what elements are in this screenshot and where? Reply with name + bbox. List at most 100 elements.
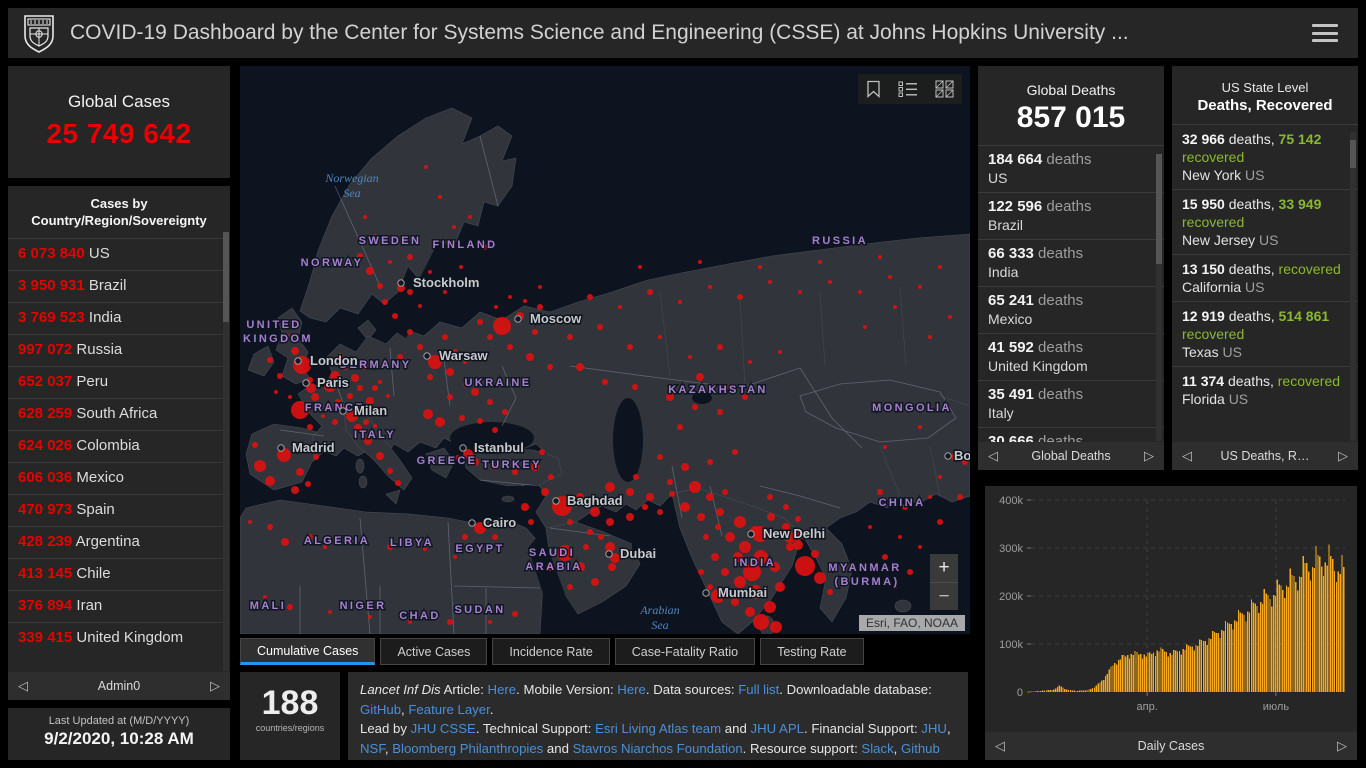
case-bubble[interactable] [657,509,663,515]
case-bubble[interactable] [363,419,369,425]
case-bubble[interactable] [427,374,433,380]
case-bubble[interactable] [477,319,483,325]
case-bubble[interactable] [468,215,472,219]
case-bubble[interactable] [548,474,554,480]
case-bubble[interactable] [348,540,352,544]
us-scrollbar[interactable] [1350,132,1356,441]
case-bubble[interactable] [775,582,785,592]
case-bubble[interactable] [263,595,267,599]
case-bubble[interactable] [539,449,545,455]
case-bubble[interactable] [508,295,512,299]
case-bubble[interactable] [818,260,822,264]
death-row[interactable]: 41 592 deaths United Kingdom [978,333,1164,380]
case-bubble[interactable] [957,494,963,500]
case-bubble[interactable] [711,589,725,603]
case-bubble[interactable] [487,334,493,340]
tab-active-cases[interactable]: Active Cases [380,638,488,665]
info-link[interactable]: Full list [738,682,780,697]
case-bubble[interactable] [814,572,826,584]
death-row[interactable]: 66 333 deaths India [978,239,1164,286]
case-bubble[interactable] [858,290,862,294]
case-bubble[interactable] [658,335,662,339]
case-bubble[interactable] [647,289,653,295]
zoom-in-button[interactable]: + [938,557,950,578]
case-bubble[interactable] [689,481,701,493]
case-bubble[interactable] [459,265,463,269]
us-scrollbar-thumb[interactable] [1350,140,1356,168]
case-bubble[interactable] [492,534,498,540]
case-bubble[interactable] [753,614,769,630]
case-bubble[interactable] [893,305,897,309]
case-bubble[interactable] [677,424,683,430]
case-country-row[interactable]: 339 415 United Kingdom [8,622,230,654]
case-bubble[interactable] [538,285,542,289]
case-bubble[interactable] [938,265,942,269]
death-row[interactable]: 122 596 deaths Brazil [978,192,1164,239]
case-bubble[interactable] [395,480,401,486]
case-bubble[interactable] [598,534,604,540]
case-bubble[interactable] [918,425,922,429]
case-bubble[interactable] [625,549,631,555]
case-bubble[interactable] [407,289,413,295]
case-bubble[interactable] [811,550,819,558]
case-bubble[interactable] [492,427,498,433]
case-bubble[interactable] [698,569,704,575]
info-link[interactable]: Bloomberg Philanthropies [392,740,544,756]
case-bubble[interactable] [696,373,704,381]
case-bubble[interactable] [373,234,377,238]
tab-incidence-rate[interactable]: Incidence Rate [492,638,610,665]
case-bubble[interactable] [277,373,283,379]
pager-next-icon[interactable]: ▷ [209,678,220,693]
case-bubble[interactable] [442,334,448,340]
case-bubble[interactable] [507,344,513,350]
case-bubble[interactable] [743,563,761,581]
case-bubble[interactable] [733,552,743,562]
case-bubble[interactable] [703,534,709,540]
case-bubble[interactable] [902,504,908,510]
case-bubble[interactable] [512,611,518,617]
case-bubble[interactable] [951,453,959,461]
case-bubble[interactable] [254,460,266,472]
case-bubble[interactable] [532,329,538,335]
case-bubble[interactable] [372,385,378,391]
case-bubble[interactable] [362,364,368,370]
case-bubble[interactable] [452,349,458,355]
case-bubble[interactable] [721,568,729,576]
case-bubble[interactable] [492,464,498,470]
case-bubble[interactable] [768,280,772,284]
case-bubble[interactable] [657,454,663,460]
case-bubble[interactable] [502,409,508,415]
case-bubble[interactable] [567,584,573,590]
deaths-scrollbar[interactable] [1156,154,1162,441]
info-link[interactable]: GitHub [360,701,402,717]
case-bubble[interactable] [305,481,311,487]
case-bubble[interactable] [725,385,729,389]
case-bubble[interactable] [387,544,393,550]
case-bubble[interactable] [351,374,359,382]
case-bubble[interactable] [618,305,622,309]
case-bubble[interactable] [471,458,479,466]
case-bubble[interactable] [487,399,493,405]
case-bubble[interactable] [681,463,689,471]
case-bubble[interactable] [324,358,332,366]
case-bubble[interactable] [782,523,790,531]
case-bubble[interactable] [423,409,433,419]
case-bubble[interactable] [452,225,456,229]
case-bubble[interactable] [274,390,278,394]
case-bubble[interactable] [267,524,273,530]
case-bubble[interactable] [767,494,773,500]
case-bubble[interactable] [597,324,603,330]
case-bubble[interactable] [364,437,372,445]
case-bubble[interactable] [512,469,518,475]
case-bubble[interactable] [347,393,353,399]
case-bubble[interactable] [754,550,768,564]
case-bubble[interactable] [608,563,616,571]
case-bubble[interactable] [567,519,573,525]
case-bubble[interactable] [605,542,615,552]
menu-icon[interactable] [1312,24,1338,42]
case-bubble[interactable] [567,334,573,340]
case-bubble[interactable] [784,531,796,543]
case-bubble[interactable] [590,507,600,517]
case-bubble[interactable] [328,610,332,614]
legend-icon[interactable] [898,80,918,98]
